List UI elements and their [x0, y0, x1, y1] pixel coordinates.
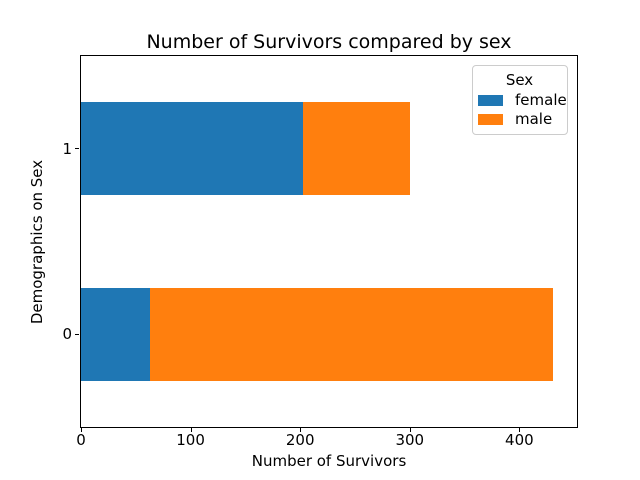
x-tick [80, 428, 82, 432]
x-tick [299, 428, 301, 432]
chart-title: Number of Survivors compared by sex [146, 31, 512, 53]
legend-label-male: male [515, 110, 553, 128]
y-tick [75, 148, 79, 150]
bar-segment-male-cat0 [150, 287, 554, 381]
x-tick-label: 200 [285, 431, 315, 449]
bar-segment-female-cat0 [81, 287, 151, 381]
legend: Sex female male [472, 65, 568, 135]
legend-entry-female: female [478, 93, 567, 108]
x-tick-label: 0 [76, 431, 86, 449]
y-tick-label: 0 [62, 325, 72, 344]
x-tick [190, 428, 192, 432]
x-tick [409, 428, 411, 432]
legend-patch-female [478, 95, 503, 106]
legend-entry-male: male [478, 112, 561, 127]
legend-patch-male [478, 114, 503, 125]
x-tick-label: 400 [505, 431, 534, 449]
y-axis-label: Demographics on Sex [28, 159, 46, 325]
x-tick-label: 100 [176, 431, 205, 449]
x-tick [518, 428, 520, 432]
bar-segment-male-cat1 [303, 102, 410, 196]
legend-label-female: female [515, 91, 567, 109]
bar-segment-female-cat1 [81, 102, 304, 196]
y-tick [75, 333, 79, 335]
legend-title: Sex [505, 71, 534, 89]
x-axis-label: Number of Survivors [251, 452, 407, 470]
legend-entries: female male [478, 93, 567, 127]
x-tick-label: 300 [395, 431, 425, 449]
y-tick-label: 1 [62, 139, 72, 158]
